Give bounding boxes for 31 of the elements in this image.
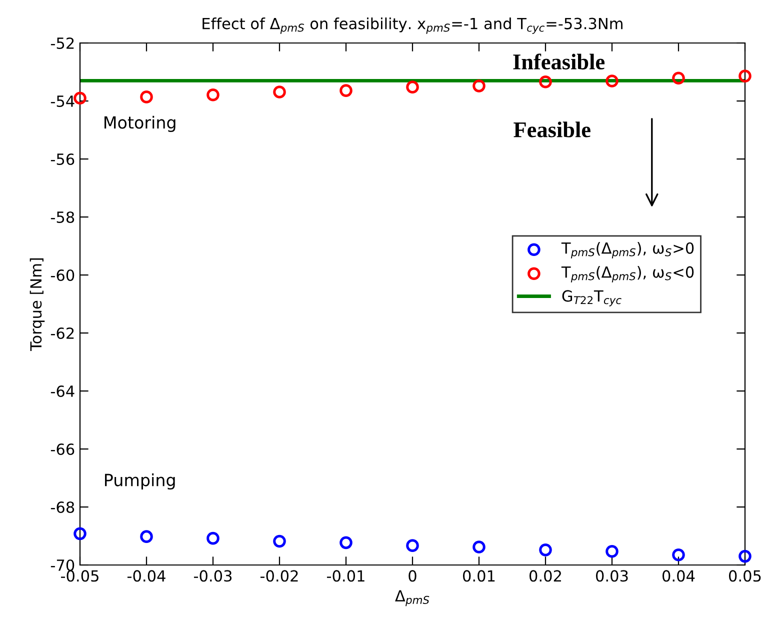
annotation: Pumping (105, 473, 175, 490)
legend-label: G$_{T22}$T$_{cyc}$ (562, 290, 622, 306)
y-tick-label: -62 (50, 327, 74, 340)
y-tick-label: -52 (50, 37, 74, 50)
x-tick-label: 0 (408, 570, 416, 582)
y-tick-label: -68 (50, 501, 74, 514)
annotation: Motoring (104, 116, 176, 132)
chart-title: Effect of Δ$_{pmS}$ on feasibility. x$_{pmS}$=-1 and T$_{cyc}$=-53.3Nm (202, 18, 622, 34)
x-tick-label: -0.01 (326, 570, 364, 582)
y-tick-label: -64 (50, 385, 74, 398)
x-tick-label: -0.03 (194, 570, 232, 582)
x-tick-label: 0.01 (463, 570, 495, 582)
x-tick-label: 0.04 (662, 570, 695, 582)
x-tick-label: 0.02 (530, 570, 561, 582)
x-tick-label: 0.05 (729, 570, 761, 582)
y-axis-title: Torque [Nm] (30, 258, 45, 352)
y-tick-label: -66 (50, 443, 74, 456)
y-tick-label: -70 (50, 559, 74, 572)
y-tick-label: -56 (50, 153, 74, 166)
y-tick-label: -58 (50, 211, 74, 224)
annotation: Infeasible (513, 54, 605, 70)
x-tick-label: 0.03 (596, 570, 628, 582)
legend-label: T$_{pmS}$(Δ$_{pmS}$), ω$_{S}$<0 (561, 266, 694, 282)
x-tick-label: -0.05 (60, 570, 98, 582)
x-tick-label: -0.04 (127, 570, 166, 582)
annotation: Feasible (514, 122, 590, 138)
x-axis-title: Δ$_{pmS}$ (395, 590, 430, 606)
x-tick-label: -0.02 (260, 570, 298, 582)
y-tick-label: -60 (50, 269, 74, 282)
legend-label: T$_{pmS}$(Δ$_{pmS}$), ω$_{S}$>0 (561, 242, 694, 258)
y-tick-label: -54 (50, 96, 74, 108)
